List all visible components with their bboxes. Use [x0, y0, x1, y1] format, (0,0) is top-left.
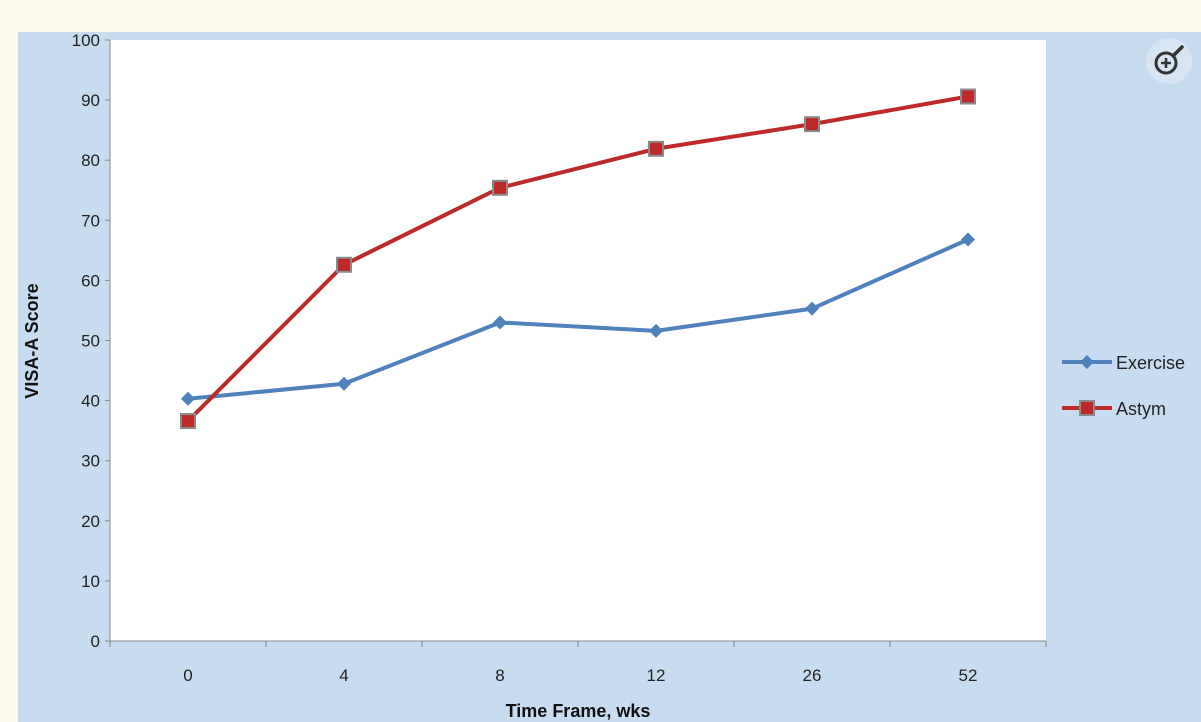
- series-astym: [180, 88, 976, 430]
- x-tick-label: 0: [183, 666, 192, 685]
- y-tick-label: 90: [81, 91, 100, 110]
- legend-label: Exercise: [1116, 353, 1185, 373]
- legend: Exercise Astym: [1062, 353, 1185, 419]
- x-tick-label: 12: [647, 666, 666, 685]
- data-point: [960, 88, 976, 105]
- data-point: [804, 116, 820, 133]
- x-axis-title: Time Frame, wks: [506, 701, 651, 721]
- plot-area: [110, 40, 1046, 641]
- y-tick-label: 100: [72, 31, 100, 50]
- data-point: [649, 323, 663, 338]
- legend-item-astym: Astym: [1062, 399, 1166, 419]
- y-tick-label: 0: [91, 632, 100, 651]
- y-tick-label: 20: [81, 512, 100, 531]
- y-tick-label: 30: [81, 452, 100, 471]
- x-tick-label: 4: [339, 666, 348, 685]
- legend-marker: [1079, 400, 1095, 416]
- legend-label: Astym: [1116, 399, 1166, 419]
- data-point: [493, 315, 507, 330]
- legend-item-exercise: Exercise: [1062, 353, 1185, 373]
- zoom-in-button[interactable]: [1146, 38, 1192, 84]
- zoom-in-icon: [1154, 45, 1184, 75]
- series-layer: [180, 88, 976, 430]
- x-tick-label: 26: [803, 666, 822, 685]
- legend-marker: [1080, 355, 1094, 369]
- data-point: [337, 376, 351, 391]
- data-point: [492, 179, 508, 196]
- y-tick-label: 50: [81, 332, 100, 351]
- y-axis-ticks: 0 10 20 30 40 50 60 70 80 90 100: [72, 31, 110, 651]
- series-exercise: [181, 232, 975, 406]
- y-tick-label: 70: [81, 211, 100, 230]
- data-point: [805, 301, 819, 316]
- x-axis-ticks: 0 4 8 12 26 52: [109, 641, 1047, 685]
- data-point: [648, 140, 664, 157]
- series-line-exercise: [187, 237, 969, 401]
- y-tick-label: 80: [81, 151, 100, 170]
- data-point: [181, 391, 195, 406]
- x-tick-label: 8: [495, 666, 504, 685]
- y-tick-label: 40: [81, 392, 100, 411]
- data-point: [180, 413, 196, 430]
- x-tick-label: 52: [959, 666, 978, 685]
- y-tick-label: 10: [81, 572, 100, 591]
- y-axis-title: VISA-A Score: [22, 283, 42, 398]
- data-point: [336, 256, 352, 273]
- data-point: [961, 232, 975, 247]
- series-line-astym: [186, 94, 969, 423]
- y-tick-label: 60: [81, 271, 100, 290]
